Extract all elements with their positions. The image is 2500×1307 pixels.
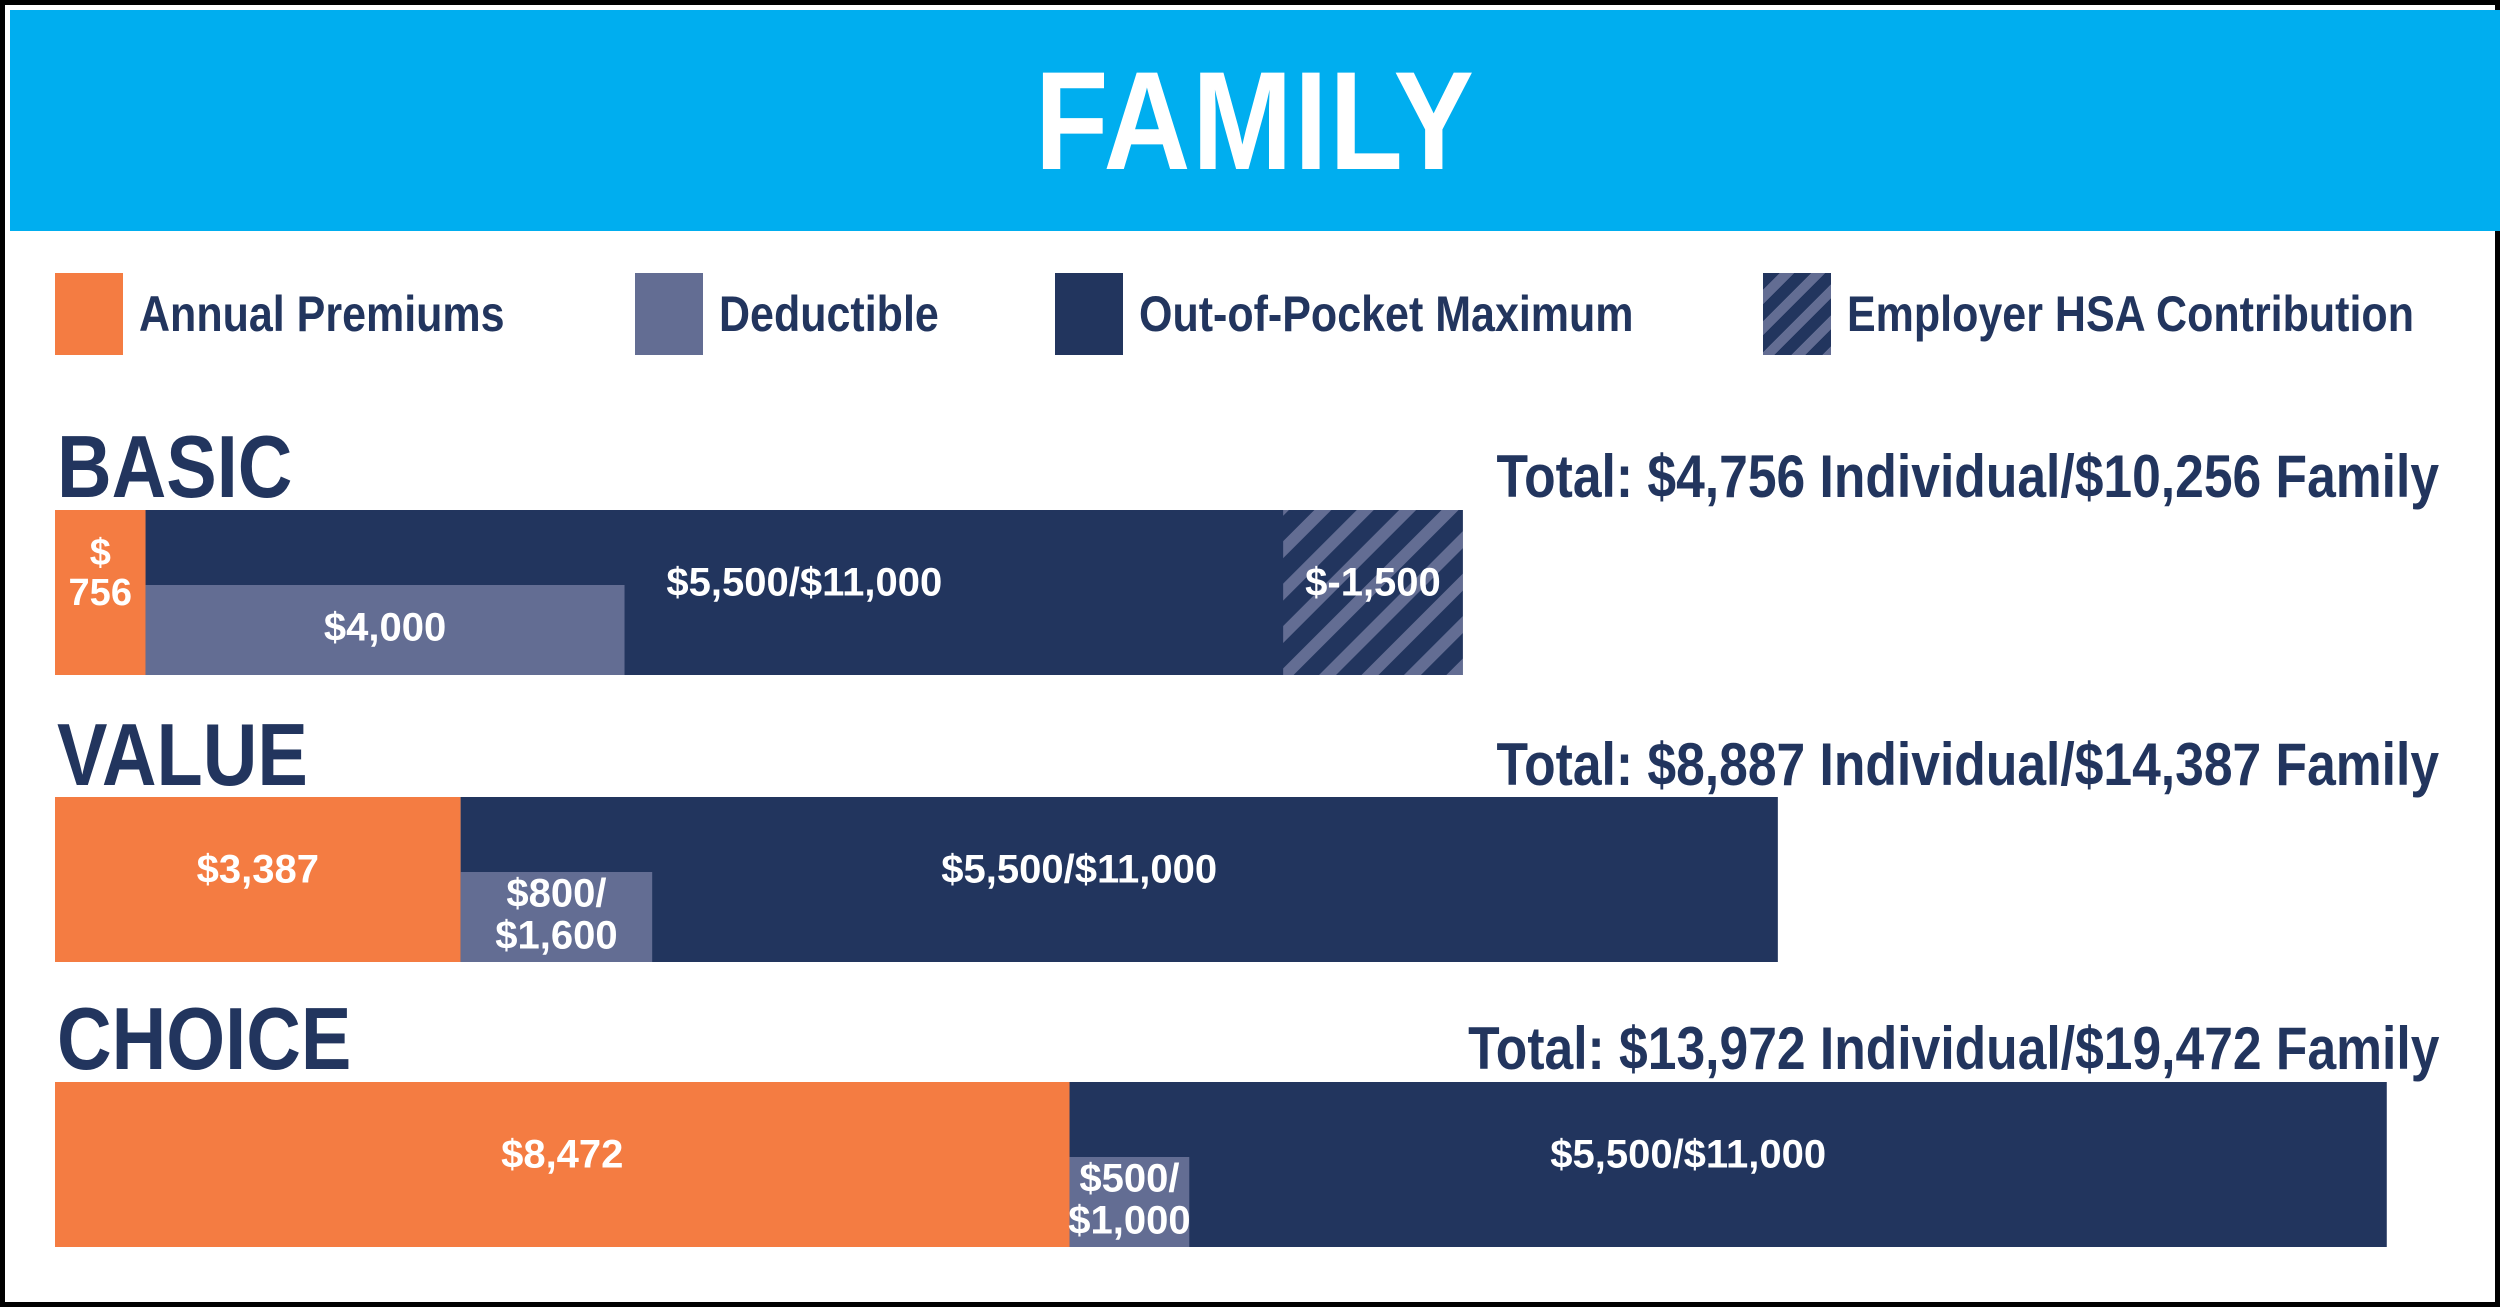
bar-deductible-choice	[1069, 1157, 1190, 1247]
plan-name-basic: BASIC	[57, 417, 293, 516]
data-label-deductible-basic: $4,000	[324, 606, 446, 650]
bar-oop-value	[460, 797, 1778, 962]
data-label-premium-basic-line-2: 756	[69, 572, 132, 614]
plan-total-choice: Total: $13,972 Individual/$19,472 Family	[1467, 1015, 2439, 1082]
legend-label-employer-hsa-contribution: Employer HSA Contribution	[1847, 286, 2414, 342]
legend-item-out-of-pocket-maximum: Out-of-Pocket Maximum	[1055, 273, 1714, 355]
bar-oop-choice	[1069, 1082, 2387, 1247]
legend-label-deductible: Deductible	[719, 286, 939, 342]
bar-deductible-basic	[145, 585, 625, 675]
data-label-premium-basic-line-1: $	[90, 532, 111, 574]
data-label-oop-value: $5,500/$11,000	[941, 848, 1217, 892]
plan-name-value: VALUE	[57, 705, 308, 804]
employer-hsa-contribution-swatch-icon	[1763, 273, 1831, 355]
data-label-oop-choice: $5,500/$11,000	[1550, 1133, 1826, 1177]
title-banner: FAMILY	[10, 10, 2500, 231]
legend-item-employer-hsa-contribution: Employer HSA Contribution	[1763, 273, 2500, 355]
data-label-oop-basic: $5,500/$11,000	[666, 561, 942, 605]
chart-title: FAMILY	[1034, 41, 1476, 199]
bar-premium-value	[55, 797, 461, 962]
legend-item-deductible: Deductible	[635, 273, 975, 355]
plan-total-basic: Total: $4,756 Individual/$10,256 Family	[1496, 443, 2439, 510]
data-label-hsa-basic: $-1,500	[1305, 561, 1441, 605]
plan-name-choice: CHOICE	[57, 989, 352, 1088]
data-label-premium-choice: $8,472	[501, 1133, 623, 1177]
bar-premium-choice	[55, 1082, 1070, 1247]
legend-label-out-of-pocket-maximum: Out-of-Pocket Maximum	[1139, 286, 1634, 342]
legend-label-annual-premiums: Annual Premiums	[139, 286, 505, 342]
bar-deductible-value	[460, 872, 653, 962]
bar-premium-basic	[55, 510, 146, 675]
data-label-premium-value: $3,387	[197, 848, 319, 892]
data-label-deductible-choice-line-2: $1,000	[1068, 1199, 1190, 1243]
legend-item-annual-premiums: Annual Premiums	[55, 273, 564, 355]
data-label-deductible-value-line-2: $1,600	[495, 914, 617, 958]
deductible-swatch-icon	[635, 273, 703, 355]
data-label-deductible-value-line-1: $800/	[506, 872, 606, 916]
annual-premiums-swatch-icon	[55, 273, 123, 355]
plan-total-value: Total: $8,887 Individual/$14,387 Family	[1496, 731, 2439, 798]
bar-hsa-basic	[1283, 510, 1463, 675]
out-of-pocket-maximum-swatch-icon	[1055, 273, 1123, 355]
data-label-deductible-choice-line-1: $500/	[1079, 1157, 1179, 1201]
